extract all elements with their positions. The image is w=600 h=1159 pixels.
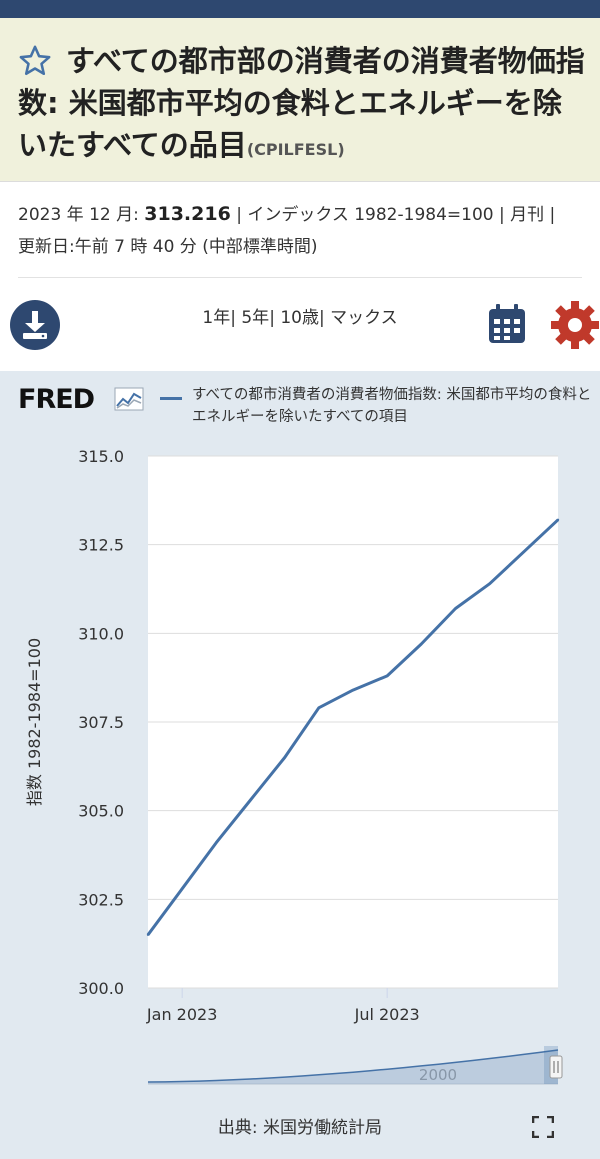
y-tick-label: 307.5 xyxy=(78,713,124,732)
range-1y[interactable]: 1年 xyxy=(202,308,231,328)
fullscreen-icon[interactable] xyxy=(532,1116,554,1138)
data-point xyxy=(215,841,218,844)
range-selector: 1年| 5年| 10歳| マックス xyxy=(0,303,600,328)
legend-label: すべての都市消費者の消費者物価指数: 米国都市平均の食料とエネルギーを除いたすべ… xyxy=(192,387,592,425)
navigator-label: 2000 xyxy=(419,1066,457,1084)
navigator-line xyxy=(147,1049,559,1083)
title-box xyxy=(0,18,600,182)
series-meta: 2023 年 12 月: 313.216 | インデックス 1982-1984=… xyxy=(18,198,588,263)
data-point xyxy=(385,674,389,678)
navigator-handle[interactable] xyxy=(549,1055,563,1079)
updated-text: 更新日:午前 7 時 40 分 (中部標準時間) xyxy=(18,237,318,257)
units-text: | インデックス 1982-1984=100 | 月刊 | xyxy=(236,205,556,225)
y-axis-label: 指数 1982-1984=100 xyxy=(25,638,44,806)
range-5y[interactable]: | 5年 xyxy=(230,308,270,328)
data-point xyxy=(351,688,355,692)
x-tick-label: Jan 2023 xyxy=(146,1005,217,1024)
range-max[interactable]: | マックス xyxy=(318,308,398,328)
star-icon[interactable] xyxy=(18,44,52,78)
data-point xyxy=(488,582,491,585)
data-point xyxy=(522,550,526,553)
legend-swatch xyxy=(160,397,182,400)
data-point xyxy=(146,933,150,936)
calendar-icon[interactable] xyxy=(488,304,526,344)
data-point xyxy=(420,642,423,646)
download-button[interactable] xyxy=(10,300,60,350)
line-chart: 300.0 302.5 305.0 307.5 310.0 312.5 315.0 指数 19… xyxy=(25,447,563,1085)
date-label: 2023 年 12 月: xyxy=(18,205,139,225)
y-tick-label: 302.5 xyxy=(78,890,124,909)
gear-icon[interactable] xyxy=(548,300,600,350)
y-tick-label: 312.5 xyxy=(78,536,124,555)
range-10y[interactable]: | 10歳 xyxy=(269,308,319,328)
data-point xyxy=(454,607,457,610)
x-tick-label: Jul 2023 xyxy=(354,1005,420,1024)
data-point xyxy=(317,706,321,710)
series-title: すべての都市部の消費者の消費者物価指数: 米国都市平均の食料とエネルギーを除いた… xyxy=(18,44,585,162)
source-label: 出典: 米国労働統計局 xyxy=(217,1118,383,1138)
y-tick-label: 315.0 xyxy=(78,447,124,466)
latest-value: 313.216 xyxy=(144,203,231,225)
data-point xyxy=(283,756,286,759)
download-icon xyxy=(23,311,47,339)
data-point xyxy=(249,798,252,802)
top-bar xyxy=(0,0,600,18)
y-tick-label: 310.0 xyxy=(78,624,124,643)
fred-logo[interactable]: FRED xyxy=(18,384,95,415)
fred-chart-icon xyxy=(114,387,144,411)
y-tick-label: 305.0 xyxy=(78,802,124,821)
divider xyxy=(18,277,582,278)
navigator-area xyxy=(148,1050,558,1084)
page-title: すべての都市部の消費者の消費者物価指数: 米国都市平均の食料とエネルギーを除いた… xyxy=(18,40,588,171)
data-point xyxy=(180,887,184,890)
y-tick-label: 300.0 xyxy=(78,979,124,998)
series-id: (CPILFESL) xyxy=(246,140,345,159)
data-point xyxy=(556,518,560,522)
